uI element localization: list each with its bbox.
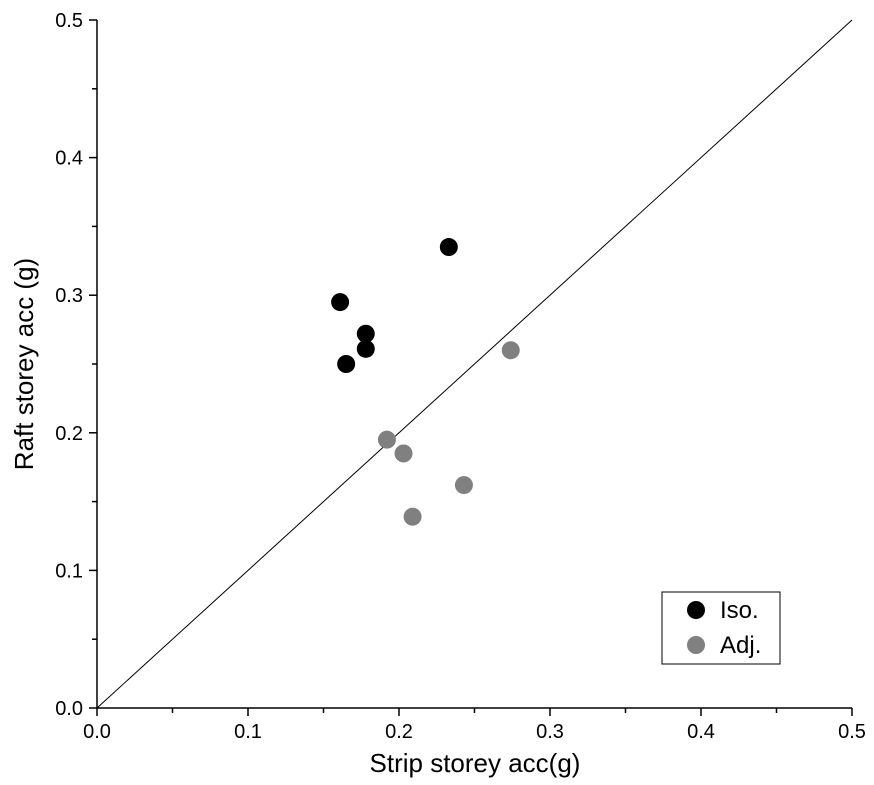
y-tick-label: 0.3 [55, 285, 83, 307]
y-tick-label: 0.4 [55, 148, 83, 170]
legend-label: Iso. [720, 597, 759, 624]
reference-line [96, 19, 853, 709]
y-tick-label: 0.5 [55, 10, 83, 32]
data-point [331, 293, 350, 312]
legend-marker [687, 636, 705, 654]
reference-line-group [96, 19, 853, 709]
data-point [394, 444, 413, 463]
data-point [454, 476, 473, 495]
x-tick-label: 0.2 [385, 721, 413, 743]
y-tick-label: 0.0 [55, 698, 83, 720]
x-axis-title: Strip storey acc(g) [370, 748, 581, 778]
legend: Iso. Adj. [661, 591, 781, 665]
y-axis-title: Raft storey acc (g) [9, 258, 39, 470]
legend-marker [687, 601, 705, 619]
data-point [337, 355, 356, 373]
x-tick-label: 0.3 [536, 721, 564, 743]
x-tick-label: 0.5 [838, 721, 866, 743]
data-point [356, 324, 375, 343]
x-tick-label: 0.4 [687, 721, 715, 743]
axes: 0.0 0.1 0.2 0.3 0.4 0.5 0.0 0.1 0.2 0.3 0.4 0.5 [55, 10, 866, 743]
y-tick-label: 0.1 [55, 560, 83, 582]
legend-box [661, 591, 781, 665]
data-point [501, 341, 520, 360]
data-point [403, 507, 422, 526]
data-point [356, 339, 375, 358]
x-tick-label: 0.1 [234, 721, 262, 743]
data-points [331, 238, 520, 526]
data-point [377, 430, 396, 449]
legend-label: Adj. [720, 632, 761, 659]
y-tick-label: 0.2 [55, 423, 83, 445]
data-point [439, 238, 458, 257]
x-tick-label: 0.0 [83, 721, 111, 743]
